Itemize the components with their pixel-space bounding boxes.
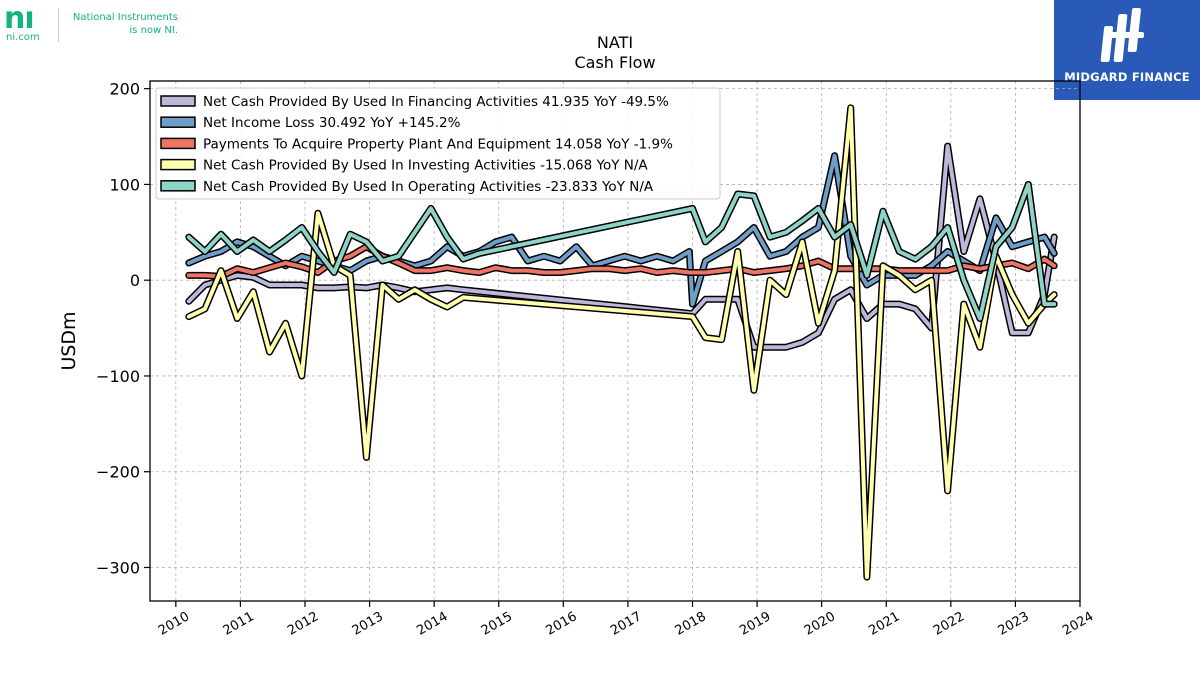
legend-item: Net Cash Provided By Used In Financing A… (160, 94, 669, 110)
midgard-finance-emblem-icon (1100, 8, 1144, 62)
x-tick-label: 2014 (414, 609, 450, 639)
chart-subtitle: Cash Flow (574, 53, 655, 72)
series-3-line (185, 104, 1058, 581)
ni-logo-tagline-line-2: is now NI. (129, 25, 178, 36)
legend-swatch (160, 180, 196, 192)
legend: Net Cash Provided By Used In Financing A… (155, 87, 721, 200)
y-tick-label: 100 (109, 175, 140, 194)
series-4-line (185, 180, 1058, 322)
ni-logo-mark: nı (4, 1, 35, 36)
series-lines (185, 104, 1058, 581)
legend-swatch (160, 137, 196, 150)
legend-swatch (160, 116, 196, 128)
ni-logo-divider (58, 8, 59, 42)
legend-label: Net Income Loss 30.492 YoY +145.2% (203, 115, 461, 131)
x-tick-label: 2017 (608, 609, 644, 639)
x-tick-label: 2013 (350, 609, 386, 639)
series-stroke (186, 105, 1057, 580)
legend-swatch (160, 158, 196, 171)
x-tick-label: 2023 (996, 609, 1032, 639)
x-tick-label: 2018 (673, 609, 709, 639)
x-tick-label: 2011 (221, 609, 257, 639)
ni-logo-tagline-line-1: National Instruments (72, 12, 178, 23)
legend-box (155, 87, 721, 200)
legend-label: Net Cash Provided By Used In Financing A… (203, 94, 669, 110)
x-tick-label: 2021 (866, 609, 902, 639)
x-tick-label: 2015 (479, 609, 515, 639)
x-tick-label: 2012 (285, 609, 321, 639)
legend-label: Net Cash Provided By Used In Operating A… (203, 179, 654, 195)
midgard-finance-logo: MIDGARD FINANCE (1054, 0, 1200, 100)
ni-logo-tagline: National Instruments is now NI. (68, 11, 178, 37)
ni-logo: nı ni.com National Instruments is now NI… (4, 1, 184, 46)
x-tick-label: 2020 (802, 609, 838, 639)
x-tick-label: 2016 (544, 609, 580, 639)
legend-item: Payments To Acquire Property Plant And E… (160, 136, 673, 152)
legend-label: Net Cash Provided By Used In Investing A… (203, 158, 648, 174)
x-tick-label: 2019 (737, 609, 773, 639)
plot-frame (149, 80, 1081, 602)
legend-item: Net Income Loss 30.492 YoY +145.2% (160, 115, 461, 131)
y-tick-label: 200 (109, 80, 140, 99)
y-axis-label: USDm (58, 311, 80, 370)
chart-title: NATI (597, 33, 633, 52)
legend-item: Net Cash Provided By Used In Operating A… (160, 179, 654, 195)
y-tick-label: −200 (96, 463, 140, 482)
series-stroke (186, 182, 1057, 321)
y-tick-label: −100 (96, 367, 140, 386)
x-tick-label: 2022 (931, 609, 967, 639)
midgard-finance-wordmark: MIDGARD FINANCE (1064, 70, 1190, 84)
y-tick-label: −300 (96, 558, 140, 577)
x-tick-label: 2010 (156, 609, 192, 639)
ni-logo-url: ni.com (6, 32, 40, 43)
legend-item: Net Cash Provided By Used In Investing A… (160, 158, 648, 174)
x-tick-label: 2024 (1060, 609, 1096, 639)
y-tick-label: 0 (130, 271, 140, 290)
legend-label: Payments To Acquire Property Plant And E… (203, 136, 673, 152)
legend-swatch (160, 95, 196, 107)
